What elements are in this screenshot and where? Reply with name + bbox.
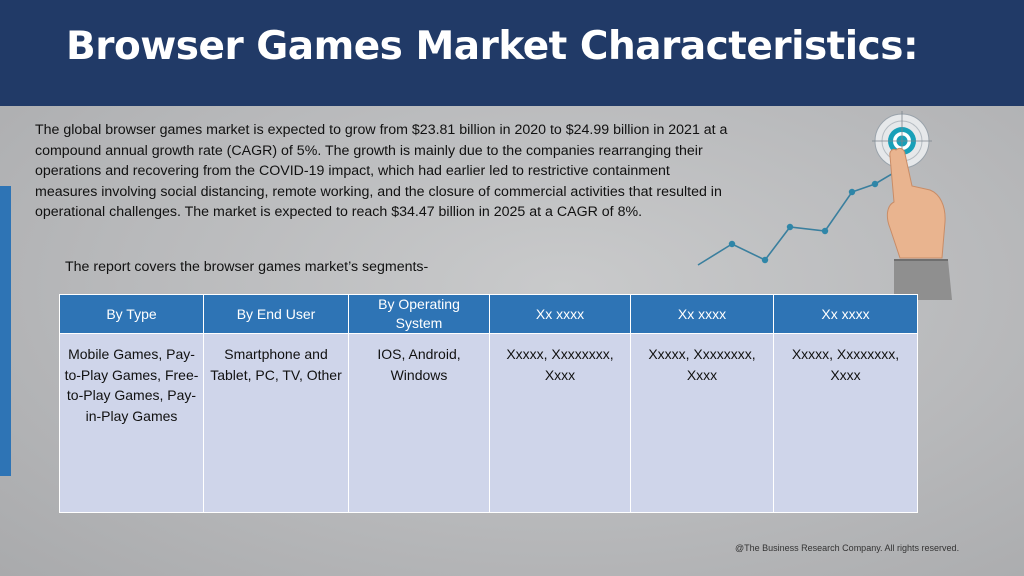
header-cell: By End User xyxy=(203,294,349,334)
growth-line-icon xyxy=(697,167,903,266)
intro-paragraph: The global browser games market is expec… xyxy=(35,122,728,221)
header-cell: By Operating System xyxy=(348,294,490,334)
target-growth-illustration xyxy=(697,111,952,300)
page-title: Browser Games Market Characteristics: xyxy=(66,24,919,69)
header-cell: Xx xxxx xyxy=(630,294,774,334)
header-cell: By Type xyxy=(59,294,204,334)
table-cell: IOS, Android, Windows xyxy=(348,333,490,513)
title-banner: Browser Games Market Characteristics: xyxy=(0,0,1024,106)
table-cell: Xxxxx, Xxxxxxxx, Xxxx xyxy=(773,333,918,513)
table-header-row: By Type By End User By Operating System … xyxy=(59,294,918,334)
header-cell: Xx xxxx xyxy=(489,294,631,334)
table-cell: Xxxxx, Xxxxxxxx, Xxxx xyxy=(630,333,774,513)
accent-bar xyxy=(0,186,11,476)
table-cell: Mobile Games, Pay-to-Play Games, Free-to… xyxy=(59,333,204,513)
table-row: Mobile Games, Pay-to-Play Games, Free-to… xyxy=(59,333,918,513)
segments-table: By Type By End User By Operating System … xyxy=(59,294,918,513)
target-with-finger-icon xyxy=(872,111,952,300)
table-cell: Xxxxx, Xxxxxxxx, Xxxx xyxy=(489,333,631,513)
segments-intro: The report covers the browser games mark… xyxy=(65,259,429,275)
copyright-footer: @The Business Research Company. All righ… xyxy=(735,543,960,553)
table-cell: Smartphone and Tablet, PC, TV, Other xyxy=(203,333,349,513)
header-cell: Xx xxxx xyxy=(773,294,918,334)
